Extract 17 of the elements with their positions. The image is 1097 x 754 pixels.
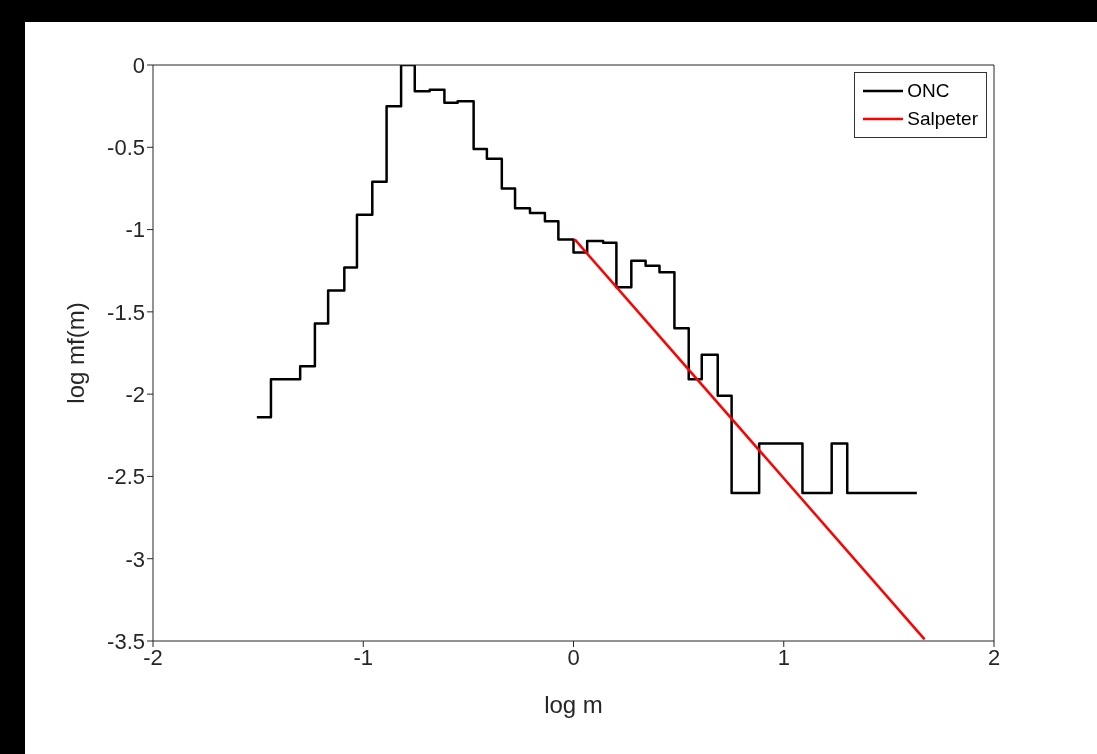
legend-label: ONC [907,80,950,102]
y-tick-label: -2 [125,381,145,407]
x-tick-label: 0 [567,644,580,670]
x-tick-label: 1 [777,644,790,670]
y-tick-label: -0.5 [107,135,145,161]
y-axis-title: log mf(m) [61,302,89,404]
y-tick-label: -3 [125,546,145,572]
legend-label: Salpeter [907,108,978,130]
y-tick-label: -1.5 [107,299,145,325]
x-axis-title: log m [544,691,603,718]
y-tick-label: 0 [132,52,145,78]
y-tick-label: -2.5 [107,464,145,490]
y-tick-label: -1 [125,217,145,243]
x-tick-label: -2 [143,644,163,670]
x-tick-label: -1 [353,644,374,670]
x-tick-label: 2 [987,644,1001,670]
y-tick-label: -3.5 [107,628,145,654]
